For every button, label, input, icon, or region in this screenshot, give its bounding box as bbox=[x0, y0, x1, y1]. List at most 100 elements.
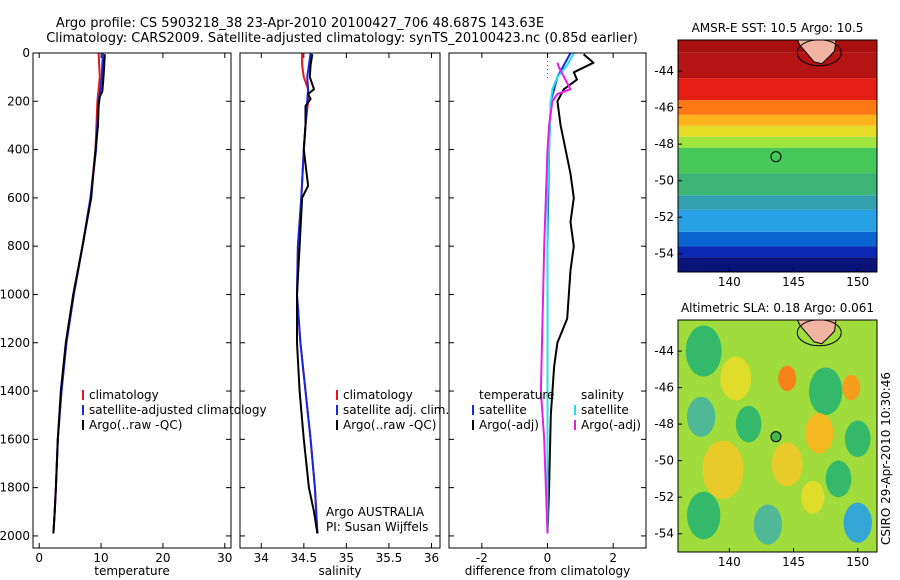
sla_map-xtick-label: 140 bbox=[718, 555, 741, 569]
sst_map-sst-band bbox=[678, 209, 877, 232]
sst_map-sst-band bbox=[678, 100, 877, 115]
diff-legend-label: satellite bbox=[479, 403, 527, 417]
figure-title-line2: Climatology: CARS2009. Satellite-adjuste… bbox=[46, 31, 638, 46]
sla_map-anomaly-blob bbox=[808, 367, 843, 415]
salinity-legend-label: climatology bbox=[343, 388, 413, 402]
difference-series-line-1 bbox=[546, 53, 595, 534]
sst_map-argo-position-marker bbox=[770, 151, 782, 163]
salinity-xlabel: salinity bbox=[318, 564, 361, 578]
sla_map-frame bbox=[677, 319, 878, 553]
sla_map-xtick-label: 145 bbox=[782, 555, 805, 569]
temperature-xtick-label: 10 bbox=[93, 551, 108, 565]
sla_map-anomaly-blob bbox=[685, 325, 722, 377]
sla_map-ytick-label: -46 bbox=[654, 381, 674, 395]
sla_map-anomaly-blob bbox=[843, 502, 872, 543]
sla_map-anomaly-blob bbox=[686, 396, 716, 437]
sla-map-panel: 140 145 150 -44 -46 -48 -50 -52 -54 Altimetric SL… bbox=[654, 301, 878, 569]
sla_map-anomaly-blob bbox=[801, 480, 825, 514]
temperature-ytick-label: 800 bbox=[7, 239, 30, 253]
temperature-legend-label: satellite-adjusted climatology bbox=[89, 403, 267, 417]
temperature-legend-label: climatology bbox=[89, 388, 159, 402]
sla_map-anomaly-blob bbox=[771, 442, 803, 487]
sst_map-sst-band bbox=[678, 40, 877, 53]
sst_map-sst-band bbox=[678, 231, 877, 247]
sst_map-xtick-label: 145 bbox=[782, 275, 805, 289]
temperature-ytick-label: 200 bbox=[7, 94, 30, 108]
difference-xtick-label: 2 bbox=[609, 551, 617, 565]
temperature-xlabel: temperature bbox=[94, 564, 169, 578]
difference-series-line-3 bbox=[539, 62, 572, 534]
temperature-series-line-2 bbox=[52, 54, 106, 534]
sst_map-sst-band bbox=[678, 78, 877, 101]
sst_map-sst-band bbox=[678, 257, 877, 272]
sla_map-ytick-label: -48 bbox=[654, 417, 674, 431]
sla_map-anomaly-blob bbox=[825, 460, 852, 498]
temperature-xtick-label: 30 bbox=[217, 551, 232, 565]
sla_map-anomaly-blob bbox=[805, 413, 834, 454]
salinity-legend-label: satellite adj. clim. bbox=[343, 403, 449, 417]
sla_map-anomaly-blob bbox=[778, 365, 797, 392]
salinity-xtick-label: 36 bbox=[424, 551, 439, 565]
sst_map-sst-band bbox=[678, 173, 877, 196]
salinity-xtick-label: 34 bbox=[254, 551, 269, 565]
sst_map-ytick-label: -50 bbox=[654, 174, 674, 188]
temperature-ytick-label: 1200 bbox=[0, 336, 30, 350]
salinity-series-line-2 bbox=[296, 54, 319, 534]
sst_map-ytick-label: -52 bbox=[654, 210, 674, 224]
sla_map-argo-position-marker bbox=[770, 431, 782, 443]
difference-series-line-2 bbox=[546, 52, 575, 534]
sst-map-panel: 140 145 150 -44 -46 -48 -50 -52 -54 AMSR-E SST: 1… bbox=[654, 21, 878, 289]
sla_map-anomaly-blob bbox=[735, 405, 762, 443]
temperature-ytick-label: 0 bbox=[22, 46, 30, 60]
sst_map-contour-line bbox=[796, 40, 842, 67]
sla_map-anomaly-blob bbox=[842, 374, 861, 401]
sla_map-anomaly-blob bbox=[844, 420, 871, 458]
difference-xlabel: difference from climatology bbox=[465, 564, 631, 578]
salinity-xtick-label: 35.5 bbox=[376, 551, 403, 565]
sla_map-contour-line bbox=[796, 320, 842, 347]
sst_map-field bbox=[678, 40, 877, 272]
sla_map-ytick-label: -52 bbox=[654, 490, 674, 504]
sla_map-anomaly-blob bbox=[702, 440, 744, 500]
sla_map-title: Altimetric SLA: 0.18 Argo: 0.061 bbox=[681, 301, 874, 315]
temperature-axes-frame bbox=[32, 52, 232, 549]
temperature-ytick-label: 1800 bbox=[0, 481, 30, 495]
sst_map-ytick-label: -46 bbox=[654, 101, 674, 115]
sst_map-sst-band bbox=[678, 125, 877, 137]
sst_map-ytick-label: -44 bbox=[654, 64, 674, 78]
diff-legend-temperature-title: temperature bbox=[479, 388, 554, 402]
salinity-legend-label: Argo(..raw -QC) bbox=[343, 418, 436, 432]
salinity-axes-frame bbox=[239, 52, 441, 549]
diff-legend-salinity-title: salinity bbox=[581, 388, 624, 402]
salinity-xtick-label: 35 bbox=[339, 551, 354, 565]
sst_map-sst-band bbox=[678, 195, 877, 210]
temperature-ytick-label: 400 bbox=[7, 143, 30, 157]
sla_map-ytick-label: -54 bbox=[654, 527, 674, 541]
sst_map-title: AMSR-E SST: 10.5 Argo: 10.5 bbox=[692, 21, 864, 35]
temperature-ytick-label: 2000 bbox=[0, 529, 30, 543]
temperature-panel: 0 10 20 30 0 200 400 600 800 1000 1200 1400 1600 1800… bbox=[0, 46, 267, 578]
temperature-legend-label: Argo(..raw -QC) bbox=[89, 418, 182, 432]
difference-xtick-label: -2 bbox=[476, 551, 488, 565]
temperature-ytick-label: 600 bbox=[7, 191, 30, 205]
salinity-annotation: PI: Susan Wijffels bbox=[326, 520, 428, 534]
sst_map-xtick-label: 140 bbox=[718, 275, 741, 289]
sst_map-sst-band bbox=[678, 246, 877, 258]
sla_map-anomaly-blob bbox=[686, 491, 721, 540]
sst_map-ytick-label: -54 bbox=[654, 247, 674, 261]
sla_map-xtick-label: 150 bbox=[846, 555, 869, 569]
temperature-series-line-0 bbox=[52, 52, 101, 534]
temperature-xtick-label: 0 bbox=[35, 551, 43, 565]
sla_map-ytick-label: -50 bbox=[654, 454, 674, 468]
sst_map-ytick-label: -48 bbox=[654, 137, 674, 151]
sst_map-xtick-label: 150 bbox=[846, 275, 869, 289]
figure-title-line1: Argo profile: CS 5903218_38 23-Apr-2010 … bbox=[56, 16, 544, 31]
diff-legend-label: Argo(-adj) bbox=[581, 418, 641, 432]
salinity-annotation: Argo AUSTRALIA bbox=[326, 505, 425, 519]
difference-xtick-label: 0 bbox=[544, 551, 552, 565]
sst_map-sst-band bbox=[678, 114, 877, 126]
temperature-xtick-label: 20 bbox=[155, 551, 170, 565]
salinity-series-line-1 bbox=[296, 52, 319, 534]
sst_map-frame bbox=[677, 39, 878, 273]
